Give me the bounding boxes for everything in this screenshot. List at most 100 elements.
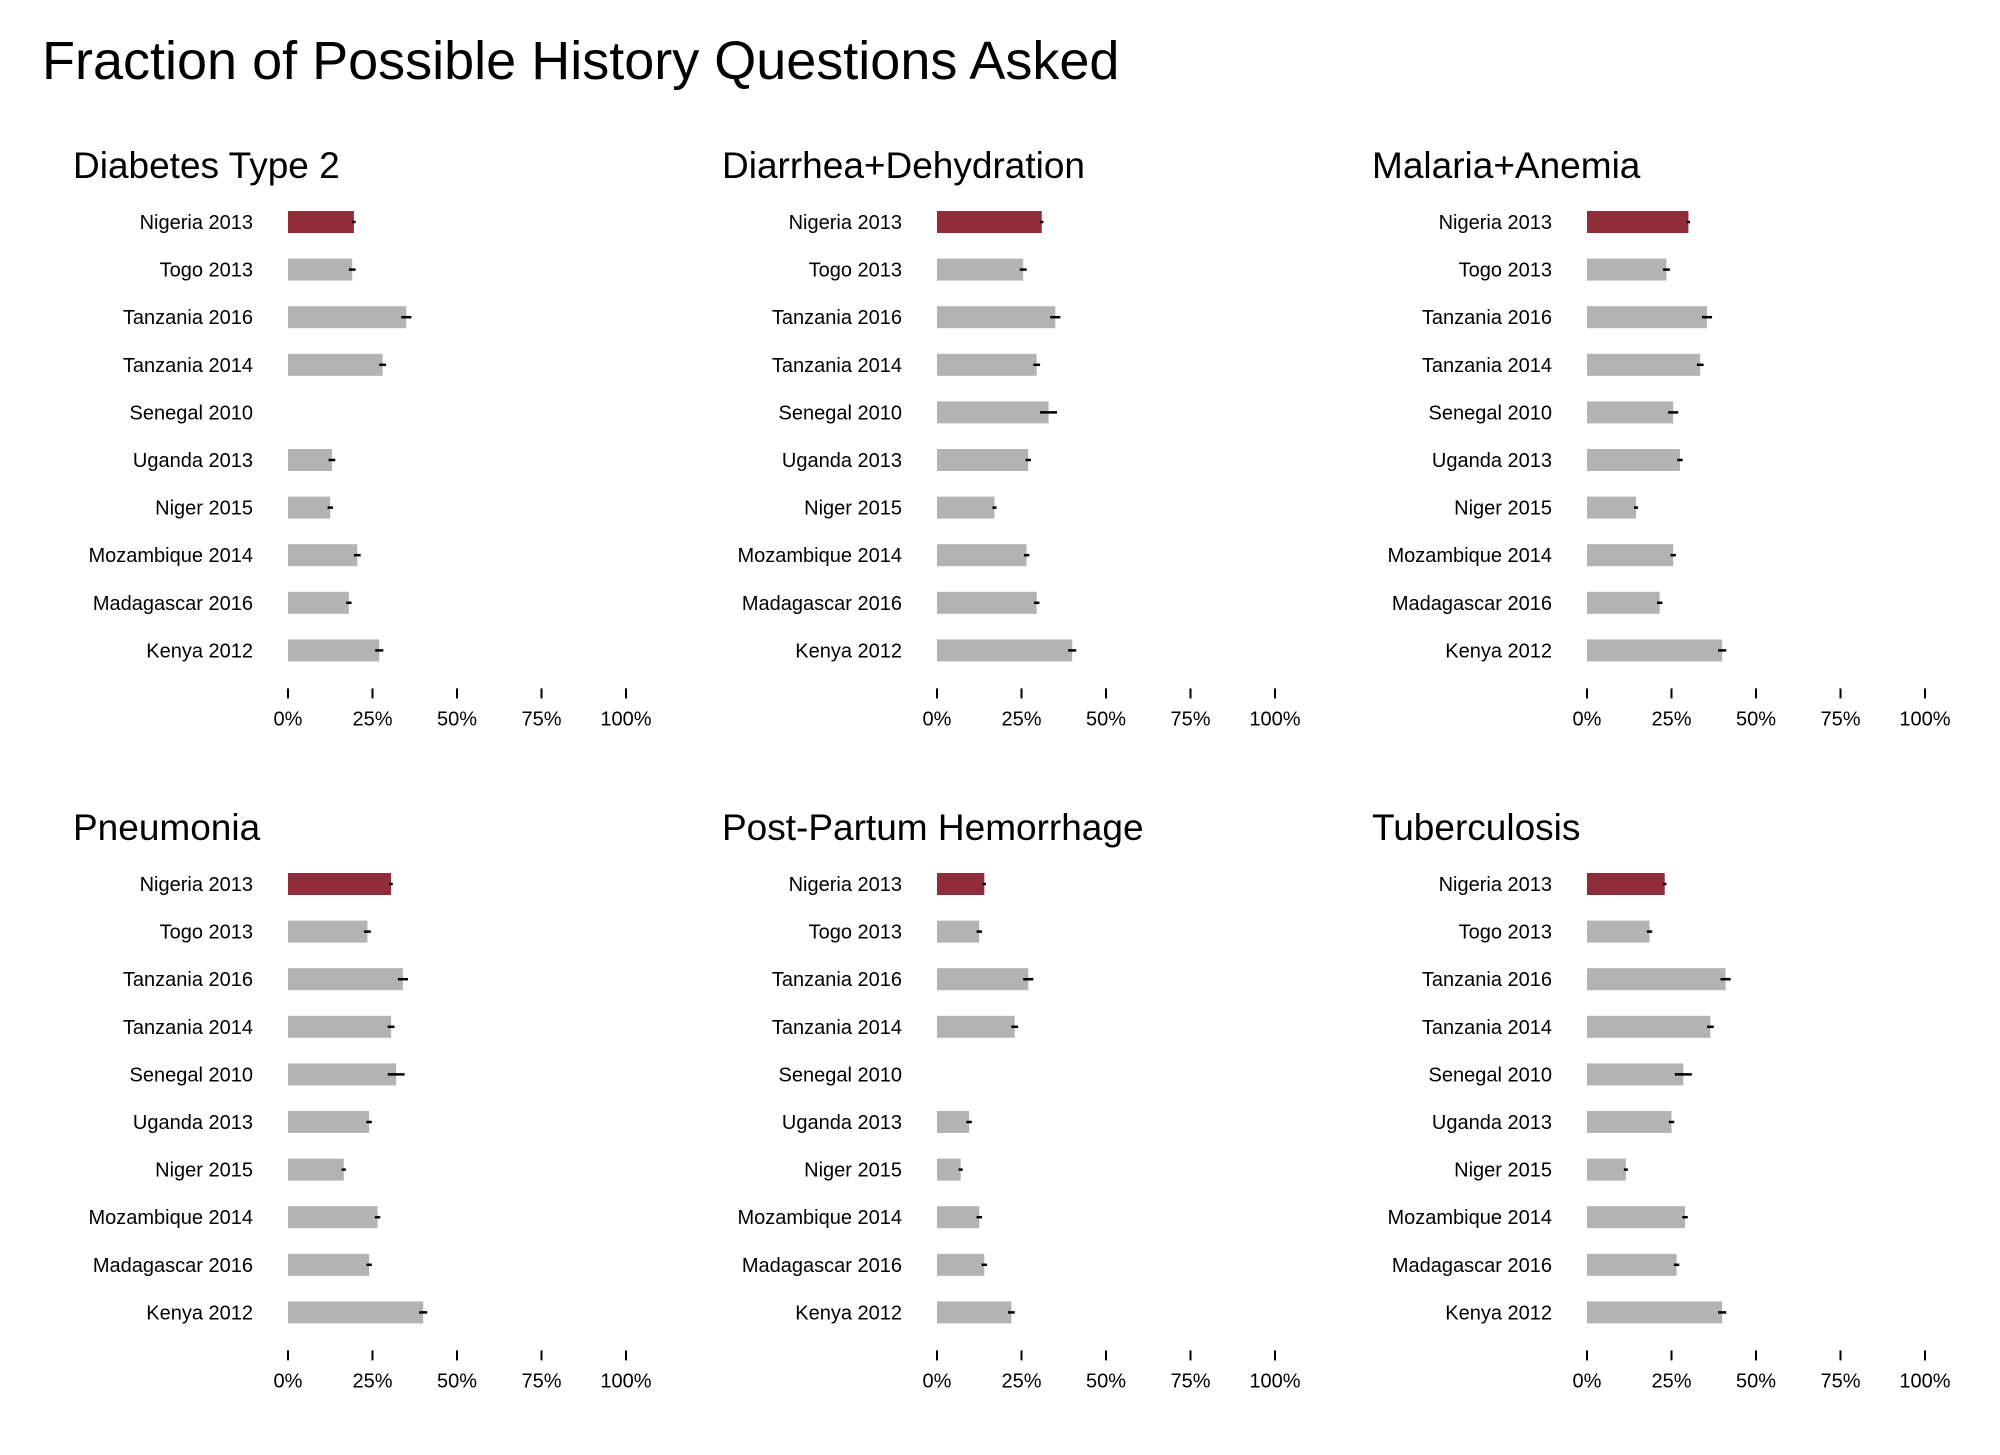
- x-tick-label: 50%: [1086, 1370, 1126, 1392]
- category-label: Senegal 2010: [779, 402, 902, 424]
- bar: [1587, 639, 1723, 662]
- bar: [288, 544, 358, 567]
- category-label: Madagascar 2016: [742, 593, 902, 615]
- bar: [937, 1253, 985, 1276]
- category-label: Senegal 2010: [130, 402, 253, 424]
- x-tick-label: 75%: [1820, 1370, 1860, 1392]
- category-label: Uganda 2013: [782, 450, 902, 472]
- bar: [1587, 353, 1701, 376]
- bar: [937, 401, 1049, 424]
- bar: [288, 1301, 424, 1324]
- bar: [937, 1158, 961, 1181]
- chart-panel: Diarrhea+Dehydration Nigeria 2013 Togo 201…: [722, 145, 1301, 730]
- bar: [937, 353, 1037, 376]
- category-label: Togo 2013: [160, 922, 253, 944]
- category-label: Tanzania 2014: [123, 1017, 253, 1039]
- x-tick-label: 50%: [1086, 708, 1126, 730]
- category-label: Nigeria 2013: [140, 212, 253, 234]
- bar: [288, 258, 353, 281]
- category-label: Niger 2015: [155, 498, 253, 520]
- category-label: Kenya 2012: [146, 640, 253, 662]
- category-label: Tanzania 2014: [1422, 1017, 1552, 1039]
- x-tick-label: 100%: [1899, 1370, 1950, 1392]
- category-label: Senegal 2010: [779, 1064, 902, 1086]
- category-label: Tanzania 2016: [772, 969, 902, 991]
- category-label: Togo 2013: [1459, 260, 1552, 282]
- bar: [1587, 873, 1665, 895]
- bar: [1587, 211, 1689, 233]
- category-label: Tanzania 2016: [123, 969, 253, 991]
- category-label: Nigeria 2013: [789, 874, 902, 896]
- panel-title: Diarrhea+Dehydration: [722, 145, 1085, 186]
- category-label: Niger 2015: [155, 1160, 253, 1182]
- bar: [1587, 1015, 1711, 1038]
- bar: [937, 306, 1056, 329]
- x-tick-label: 50%: [1736, 708, 1776, 730]
- category-label: Uganda 2013: [1432, 1112, 1552, 1134]
- bar: [937, 1206, 980, 1229]
- bar: [1587, 544, 1674, 567]
- bar: [937, 639, 1073, 662]
- bar: [288, 920, 368, 943]
- bar: [937, 591, 1037, 614]
- bar: [1587, 1206, 1686, 1229]
- bar: [937, 211, 1042, 233]
- category-label: Tanzania 2016: [1422, 969, 1552, 991]
- category-label: Uganda 2013: [782, 1112, 902, 1134]
- category-label: Madagascar 2016: [93, 1255, 253, 1277]
- x-tick-label: 0%: [1573, 1370, 1602, 1392]
- x-tick-label: 0%: [274, 1370, 303, 1392]
- category-label: Niger 2015: [804, 498, 902, 520]
- x-tick-label: 75%: [1820, 708, 1860, 730]
- category-label: Uganda 2013: [133, 450, 253, 472]
- bar: [1587, 591, 1660, 614]
- category-label: Niger 2015: [1454, 1160, 1552, 1182]
- bar: [288, 1063, 397, 1086]
- bar: [288, 496, 331, 519]
- bar: [1587, 258, 1667, 281]
- category-label: Niger 2015: [1454, 498, 1552, 520]
- bar: [288, 1158, 344, 1181]
- x-tick-label: 25%: [1001, 1370, 1041, 1392]
- bar: [937, 1015, 1015, 1038]
- category-label: Nigeria 2013: [789, 212, 902, 234]
- category-label: Tanzania 2014: [123, 355, 253, 377]
- x-tick-label: 75%: [521, 708, 561, 730]
- panel-title: Tuberculosis: [1372, 807, 1580, 848]
- bar: [937, 449, 1029, 471]
- bar: [288, 211, 354, 233]
- category-label: Nigeria 2013: [1439, 212, 1552, 234]
- chart-panel: Pneumonia Nigeria 2013 Togo 2013 Tanzania 2…: [73, 807, 652, 1392]
- bar: [937, 920, 980, 943]
- bar: [1587, 968, 1726, 991]
- bar: [937, 544, 1027, 567]
- chart-panel: Malaria+Anemia Nigeria 2013 Togo 2013 Tanza…: [1372, 145, 1951, 730]
- category-label: Tanzania 2016: [772, 307, 902, 329]
- bar: [288, 306, 407, 329]
- category-label: Madagascar 2016: [93, 593, 253, 615]
- bar: [1587, 1158, 1626, 1181]
- bar: [1587, 306, 1707, 329]
- category-label: Niger 2015: [804, 1160, 902, 1182]
- category-label: Kenya 2012: [146, 1302, 253, 1324]
- category-label: Mozambique 2014: [1387, 545, 1552, 567]
- category-label: Uganda 2013: [1432, 450, 1552, 472]
- category-label: Tanzania 2014: [772, 1017, 902, 1039]
- bar: [937, 873, 985, 895]
- bar: [937, 1111, 970, 1133]
- category-label: Senegal 2010: [130, 1064, 253, 1086]
- x-tick-label: 75%: [521, 1370, 561, 1392]
- category-label: Mozambique 2014: [88, 545, 253, 567]
- bar: [937, 258, 1024, 281]
- bar: [288, 639, 380, 662]
- category-label: Tanzania 2016: [1422, 307, 1552, 329]
- x-tick-label: 25%: [1001, 708, 1041, 730]
- category-label: Tanzania 2016: [123, 307, 253, 329]
- x-tick-label: 100%: [1249, 708, 1300, 730]
- category-label: Mozambique 2014: [737, 1207, 902, 1229]
- x-tick-label: 25%: [352, 708, 392, 730]
- category-label: Nigeria 2013: [1439, 874, 1552, 896]
- category-label: Kenya 2012: [1445, 1302, 1552, 1324]
- category-label: Mozambique 2014: [737, 545, 902, 567]
